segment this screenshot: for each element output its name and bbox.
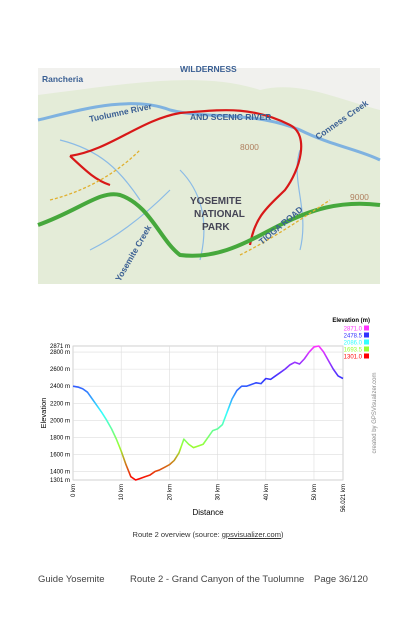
footer-left: Guide Yosemite <box>38 574 105 585</box>
y-tick-label: 2600 m <box>50 367 70 373</box>
caption-end: ) <box>280 530 284 539</box>
legend-label: 1301.0 <box>344 355 363 361</box>
map-label: WILDERNESS <box>180 64 237 74</box>
x-tick-label: 56.021 km <box>341 484 347 512</box>
y-tick-label: 2200 m <box>50 401 70 407</box>
footer-right: Page 36/120 <box>314 574 368 585</box>
map-label: YOSEMITE <box>190 196 242 207</box>
map-label: PARK <box>202 222 230 233</box>
y-tick-label: 1800 m <box>50 435 70 441</box>
map-label: 8000 <box>240 142 259 152</box>
x-tick-label: 10 km <box>119 484 125 500</box>
y-tick-label: 1600 m <box>50 452 70 458</box>
credit: created by GPSVisualizer.com <box>372 373 378 454</box>
legend-swatch <box>364 353 369 359</box>
map-label: AND SCENIC RIVER <box>190 112 271 122</box>
y-tick-label: 2800 m <box>50 350 70 356</box>
legend-swatch <box>364 325 369 331</box>
legend-swatch <box>364 332 369 338</box>
map-label: Rancheria <box>42 74 83 84</box>
legend-swatch <box>364 346 369 352</box>
caption-link[interactable]: gpsvisualizer.com <box>221 530 281 539</box>
map: Rancheria WILDERNESS Tuolumne River AND … <box>37 64 381 284</box>
elevation-line <box>72 345 344 481</box>
x-tick-label: 20 km <box>167 484 173 500</box>
x-tick-label: 30 km <box>216 484 222 500</box>
caption: Route 2 overview (source: gpsvisualizer.… <box>0 530 416 539</box>
legend-label: 2086.0 <box>344 341 363 347</box>
y-tick-label: 1301 m <box>50 478 70 484</box>
x-tick-label: 0 km <box>71 484 77 497</box>
footer-center: Route 2 - Grand Canyon of the Tuolumne <box>130 574 305 585</box>
x-tick-label: 50 km <box>312 484 318 500</box>
elevation-chart: Distance Elevation created by GPSVisuali… <box>39 318 378 517</box>
y-tick-label: 2000 m <box>50 418 70 424</box>
y-tick-label: 2871 m <box>50 344 70 350</box>
caption-text: Route 2 overview (source: <box>132 530 222 539</box>
map-label: NATIONAL <box>194 209 245 220</box>
y-tick-label: 1400 m <box>50 470 70 476</box>
legend-swatch <box>364 339 369 345</box>
plot-area <box>72 345 344 481</box>
legend-label: 2871.0 <box>344 327 363 333</box>
y-tick-label: 2400 m <box>50 384 70 390</box>
x-tick-label: 40 km <box>264 484 270 500</box>
map-label: 9000 <box>350 192 369 202</box>
y-axis-title: Elevation <box>39 398 48 429</box>
legend-label: 1693.5 <box>344 348 363 354</box>
legend-label: 2478.5 <box>344 334 363 340</box>
x-axis-title: Distance <box>192 508 224 517</box>
legend-title: Elevation (m) <box>332 318 370 324</box>
